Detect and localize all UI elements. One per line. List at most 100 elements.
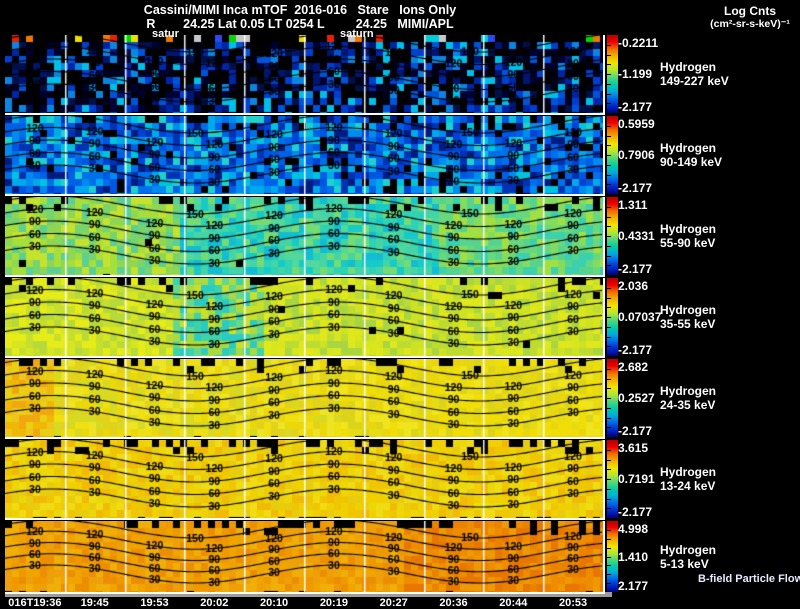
- colorbar-5: [607, 359, 618, 437]
- colorbar-tick: [607, 499, 611, 500]
- saturn-marker-left: satur: [152, 28, 179, 40]
- colorbar-label-top: 3.615: [618, 441, 649, 455]
- colorbar-tick: [607, 184, 611, 185]
- colorbar-tick: [607, 369, 611, 370]
- panel-separator: [5, 518, 605, 520]
- colorbar-tick: [607, 256, 611, 257]
- colorbar-tick: [607, 479, 611, 480]
- colorbar-tick: [607, 450, 611, 451]
- time-axis-bar: [5, 592, 612, 597]
- energy-range-label: 13-24 keV: [660, 479, 716, 493]
- colorbar-tick: [607, 74, 611, 75]
- heatmap-canvas-6: [5, 440, 603, 518]
- colorbar-tick: [607, 84, 611, 85]
- heatmap-canvas-4: [5, 278, 603, 356]
- time-tick-label: 20:27: [379, 597, 408, 609]
- panel-right-border: [603, 197, 605, 275]
- colorbar-tick: [607, 408, 611, 409]
- colorbar-unit-title: Log Cnts: [724, 4, 776, 18]
- time-tick-label: 20:53: [559, 597, 588, 609]
- colorbar-tick: [607, 55, 611, 56]
- species-label: Hydrogen: [660, 141, 717, 155]
- time-tick-label: 20:19: [319, 597, 348, 609]
- panel-right-border: [603, 35, 605, 113]
- colorbar-tick: [607, 565, 611, 566]
- panel-right-border: [603, 521, 605, 592]
- panel-right-border: [603, 440, 605, 518]
- heatmap-canvas-5: [5, 359, 603, 437]
- panel-right-border: [603, 116, 605, 194]
- panel-separator: [5, 275, 605, 277]
- colorbar-label-mid: -1.199: [618, 67, 653, 81]
- panel-right-border: [603, 278, 605, 356]
- time-tick-label: 20:44: [499, 597, 528, 609]
- colorbar-tick: [607, 427, 611, 428]
- time-tick-label: 19:45: [80, 597, 109, 609]
- colorbar-label-top: -0.2211: [618, 36, 659, 50]
- species-label: Hydrogen: [660, 384, 717, 398]
- colorbar-tick: [607, 460, 611, 461]
- colorbar-tick: [607, 175, 611, 176]
- colorbar-tick: [607, 265, 611, 266]
- species-label: Hydrogen: [660, 465, 717, 479]
- energy-range-label: 35-55 keV: [660, 317, 716, 331]
- channel-label-4: Hydrogen 35-55 keV: [660, 303, 716, 331]
- colorbar-tick: [607, 45, 611, 46]
- colorbar-label-mid: 0.4331: [618, 229, 655, 243]
- colorbar-label-bottom: -2.177: [618, 100, 653, 114]
- panel-separator: [5, 592, 605, 594]
- colorbar-tick: [607, 548, 611, 549]
- colorbar-unit-formula: (cm²-sr-s-keV)⁻¹: [710, 18, 790, 30]
- colorbar-label-top: 0.5959: [618, 117, 655, 131]
- colorbar-4: [607, 278, 618, 356]
- colorbar-label-bottom: -2.177: [618, 262, 653, 276]
- colorbar-tick: [607, 126, 611, 127]
- colorbar-label-bottom: 2.177: [618, 579, 649, 593]
- colorbar-tick: [607, 583, 611, 584]
- colorbar-tick: [607, 246, 611, 247]
- colorbar-tick: [607, 379, 611, 380]
- colorbar-tick: [607, 469, 611, 470]
- colorbar-tick: [607, 346, 611, 347]
- colorbar-tick: [607, 145, 611, 146]
- colorbar-tick: [607, 489, 611, 490]
- panel-separator: [5, 356, 605, 358]
- spectrogram-panel-2: [5, 116, 603, 194]
- time-tick-label: 20:02: [200, 597, 229, 609]
- colorbar-label-mid: 0.7906: [618, 148, 655, 162]
- energy-range-label: 24-35 keV: [660, 398, 716, 412]
- saturn-marker-right: saturn: [340, 28, 374, 40]
- time-tick-label: 20:36: [439, 597, 468, 609]
- colorbar-tick: [607, 288, 611, 289]
- bfield-particle-flow-label: B-field Particle Flow: [698, 573, 800, 585]
- channel-label-6: Hydrogen 13-24 keV: [660, 465, 716, 493]
- channel-label-1: Hydrogen 149-227 keV: [660, 60, 729, 88]
- heatmap-canvas-7: [5, 521, 603, 592]
- colorbar-tick: [607, 574, 611, 575]
- colorbar-label-bottom: -2.177: [618, 181, 653, 195]
- colorbar-label-mid: 0.7191: [618, 472, 655, 486]
- colorbar-label-bottom: -2.177: [618, 343, 653, 357]
- colorbar-tick: [607, 155, 611, 156]
- colorbar-tick: [607, 418, 611, 419]
- colorbar-label-bottom: -2.177: [618, 505, 653, 519]
- colorbar-tick: [607, 103, 611, 104]
- colorbar-6: [607, 440, 618, 518]
- channel-label-7: Hydrogen 5-13 keV: [660, 543, 716, 571]
- colorbar-label-mid: 0.07037: [618, 310, 662, 324]
- colorbar-1: [607, 35, 618, 113]
- colorbar-2: [607, 116, 618, 194]
- panel-separator: [5, 194, 605, 196]
- species-label: Hydrogen: [660, 60, 717, 74]
- colorbar-tick: [607, 388, 611, 389]
- channel-label-2: Hydrogen 90-149 keV: [660, 141, 722, 169]
- colorbar-tick: [607, 217, 611, 218]
- colorbar-tick: [607, 236, 611, 237]
- page-title: Cassini/MIMI Inca mTOF 2016-016 Stare Io…: [143, 3, 457, 17]
- panel-separator: [5, 437, 605, 439]
- spectrogram-panel-7: [5, 521, 603, 592]
- colorbar-tick: [607, 64, 611, 65]
- ephemeris-line: R 24.25 Lat 0.05 LT 0254 L 24.25 MIMI/AP…: [146, 17, 454, 31]
- spectrogram-panel-1: [5, 35, 603, 113]
